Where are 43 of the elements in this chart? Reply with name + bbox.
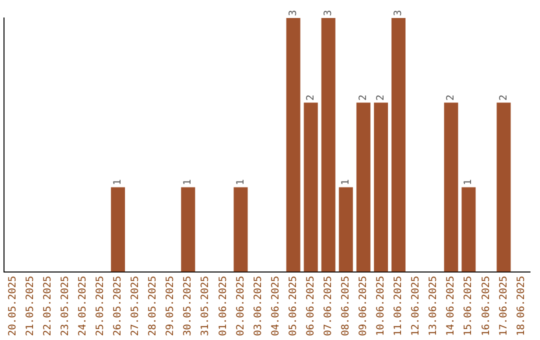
x-tick-label: 10.06.2025 — [376, 276, 387, 336]
x-tick-label: 20.05.2025 — [7, 276, 18, 336]
data-label: 2 — [446, 94, 457, 101]
x-tick-label: 25.05.2025 — [95, 276, 106, 336]
data-label: 1 — [112, 179, 124, 186]
data-label: 3 — [288, 10, 299, 16]
x-tick-label: 08.06.2025 — [340, 276, 352, 336]
data-label: 2 — [376, 94, 387, 101]
x-tick-label: 17.06.2025 — [498, 276, 510, 336]
x-tick-label: 15.06.2025 — [463, 276, 474, 336]
x-tick-label: 18.06.2025 — [516, 276, 527, 336]
data-label: 3 — [322, 10, 334, 16]
x-tick-label: 30.05.2025 — [182, 276, 194, 336]
x-tick-label: 07.06.2025 — [322, 276, 334, 336]
x-tick-label: 23.05.2025 — [60, 276, 71, 336]
x-tick-label: 27.05.2025 — [130, 276, 142, 336]
x-tick-label: 03.06.2025 — [252, 276, 264, 336]
x-tick-label: 06.06.2025 — [305, 276, 316, 336]
data-label: 1 — [463, 179, 474, 186]
x-tick-label: 29.05.2025 — [165, 276, 176, 336]
data-label: 3 — [393, 10, 404, 16]
x-tick-label: 26.05.2025 — [112, 276, 124, 336]
x-tick-label: 24.05.2025 — [77, 276, 88, 336]
x-tick-label: 31.05.2025 — [200, 276, 212, 336]
data-label: 1 — [235, 179, 246, 186]
data-label: 1 — [182, 179, 194, 186]
x-tick-label: 28.05.2025 — [148, 276, 159, 336]
data-label: 2 — [498, 94, 510, 101]
x-tick-label: 14.06.2025 — [446, 276, 457, 336]
x-tick-label: 22.05.2025 — [42, 276, 54, 336]
x-tick-label: 13.06.2025 — [428, 276, 440, 336]
x-tick-label: 02.06.2025 — [235, 276, 246, 336]
x-tick-label: 11.06.2025 — [393, 276, 404, 336]
x-tick-label: 12.06.2025 — [410, 276, 422, 336]
x-tick-label: 05.06.2025 — [288, 276, 299, 336]
x-tick-label: 09.06.2025 — [358, 276, 370, 336]
x-tick-label: 21.05.2025 — [24, 276, 36, 336]
data-label: 1 — [340, 179, 352, 186]
data-label: 2 — [358, 94, 370, 101]
data-label: 2 — [305, 94, 316, 101]
x-tick-label: 01.06.2025 — [218, 276, 229, 336]
x-tick-label: 04.06.2025 — [270, 276, 282, 336]
x-tick-label: 16.06.2025 — [480, 276, 492, 336]
